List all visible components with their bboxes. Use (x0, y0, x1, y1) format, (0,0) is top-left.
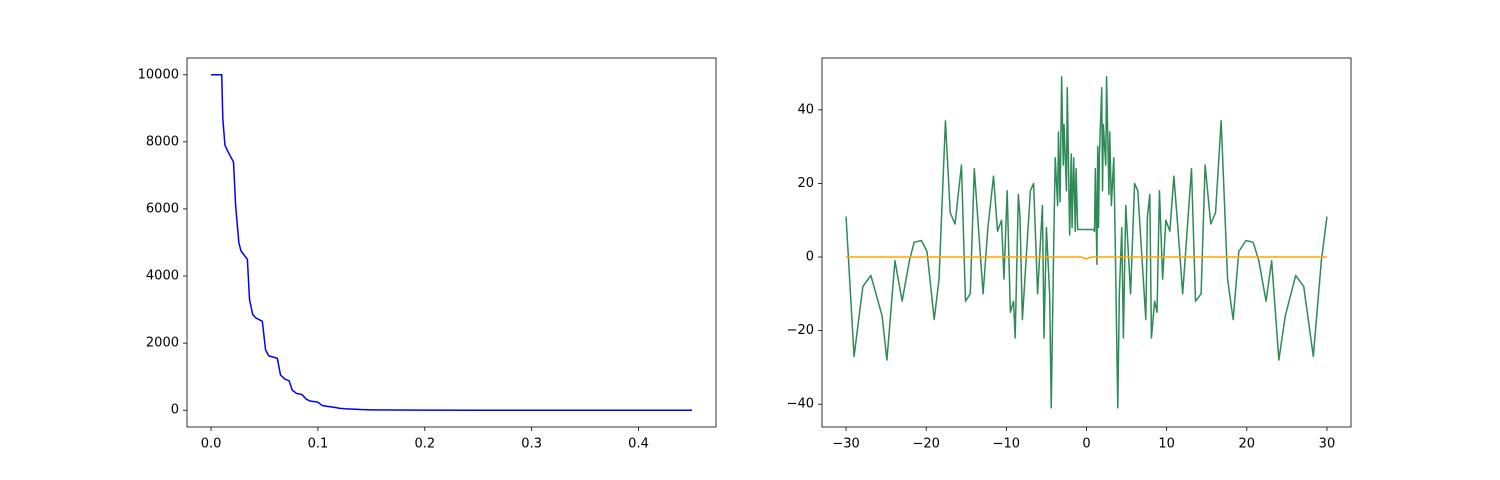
x-tick-label: 0.3 (521, 437, 542, 452)
data-line (846, 256, 1327, 260)
y-tick-label: 4000 (146, 269, 179, 284)
x-tick-label: 0.0 (201, 437, 222, 452)
y-tick-label: 10000 (138, 67, 179, 82)
x-tick-label: −30 (832, 437, 859, 452)
x-tick-label: 20 (1239, 437, 1256, 452)
y-tick-label: 0 (171, 403, 179, 418)
y-tick-label: 8000 (146, 134, 179, 149)
y-tick-label: 6000 (146, 201, 179, 216)
y-tick-label: 40 (797, 102, 814, 117)
x-tick-label: −10 (993, 437, 1020, 452)
x-tick-label: 0 (1082, 437, 1090, 452)
x-tick-label: 0.1 (308, 437, 329, 452)
x-tick-label: 10 (1158, 437, 1175, 452)
y-tick-label: 20 (797, 176, 814, 191)
x-tick-label: 0.4 (628, 437, 649, 452)
y-tick-label: 0 (806, 250, 814, 265)
x-tick-label: −20 (912, 437, 939, 452)
y-tick-label: −20 (787, 323, 814, 338)
y-tick-label: −40 (787, 397, 814, 412)
x-tick-label: 0.2 (414, 437, 435, 452)
axes-frame (821, 57, 1352, 428)
data-line (211, 74, 692, 411)
y-tick-label: 2000 (146, 336, 179, 351)
x-tick-label: 30 (1319, 437, 1336, 452)
data-line (845, 76, 1328, 409)
axes-frame (186, 57, 717, 428)
